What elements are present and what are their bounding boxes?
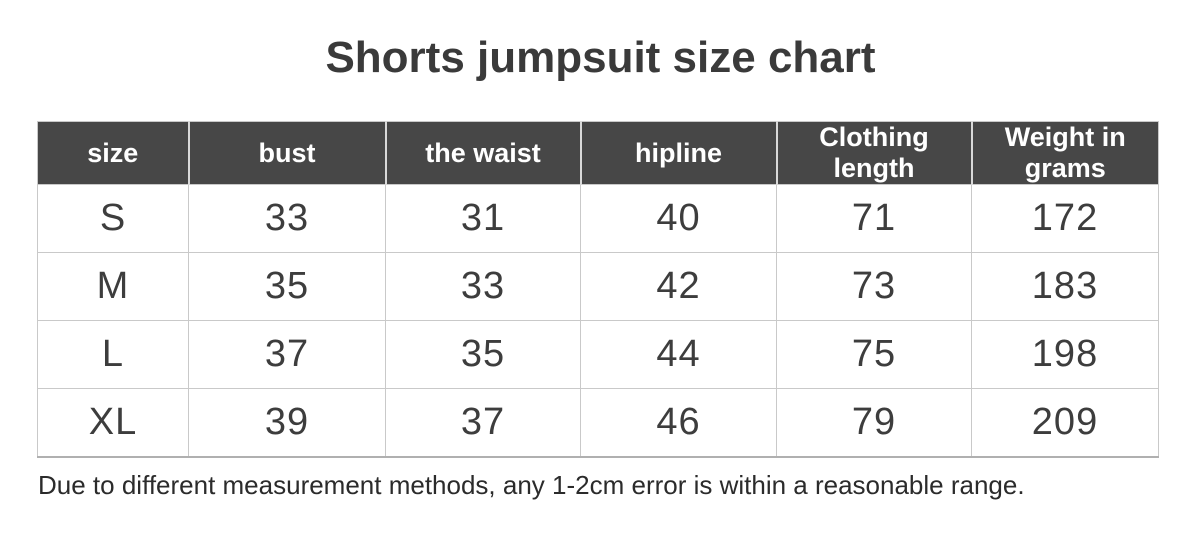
data-cell: 209 [971, 388, 1159, 458]
data-cell: 172 [971, 184, 1159, 253]
header-row: size bust the waist hipline Clothing len… [37, 121, 1159, 185]
data-cell: 75 [776, 320, 972, 389]
data-cell: 39 [188, 388, 386, 458]
header-cell-clothing-length: Clothing length [775, 121, 972, 185]
table-row-s: S 33 31 40 71 172 [37, 184, 1159, 253]
data-cell: 33 [385, 252, 581, 321]
data-cell: 35 [188, 252, 386, 321]
data-cell: 79 [776, 388, 972, 458]
data-cell: 71 [776, 184, 972, 253]
header-cell-waist: the waist [384, 121, 581, 185]
header-cell-bust: bust [187, 121, 386, 185]
data-cell: 183 [971, 252, 1159, 321]
data-cell: 46 [580, 388, 777, 458]
data-cell: 198 [971, 320, 1159, 389]
data-cell: 44 [580, 320, 777, 389]
footer-note: Due to different measurement methods, an… [38, 470, 1025, 500]
table-row-l: L 37 35 44 75 198 [37, 320, 1159, 389]
size-cell: M [37, 252, 189, 321]
data-cell: 40 [580, 184, 777, 253]
size-chart-table: size bust the waist hipline Clothing len… [37, 121, 1159, 458]
data-cell: 42 [580, 252, 777, 321]
data-cell: 37 [188, 320, 386, 389]
data-cell: 35 [385, 320, 581, 389]
data-cell: 31 [385, 184, 581, 253]
header-cell-hipline: hipline [579, 121, 777, 185]
page-title: Shorts jumpsuit size chart [325, 33, 876, 82]
data-cell: 73 [776, 252, 972, 321]
header-cell-size: size [37, 121, 189, 185]
size-cell: S [37, 184, 189, 253]
data-cell: 33 [188, 184, 386, 253]
table-row-xl: XL 39 37 46 79 209 [37, 388, 1159, 458]
table-row-m: M 35 33 42 73 183 [37, 252, 1159, 321]
data-cell: 37 [385, 388, 581, 458]
size-cell: L [37, 320, 189, 389]
header-cell-weight: Weight in grams [970, 121, 1159, 185]
size-cell: XL [37, 388, 189, 458]
